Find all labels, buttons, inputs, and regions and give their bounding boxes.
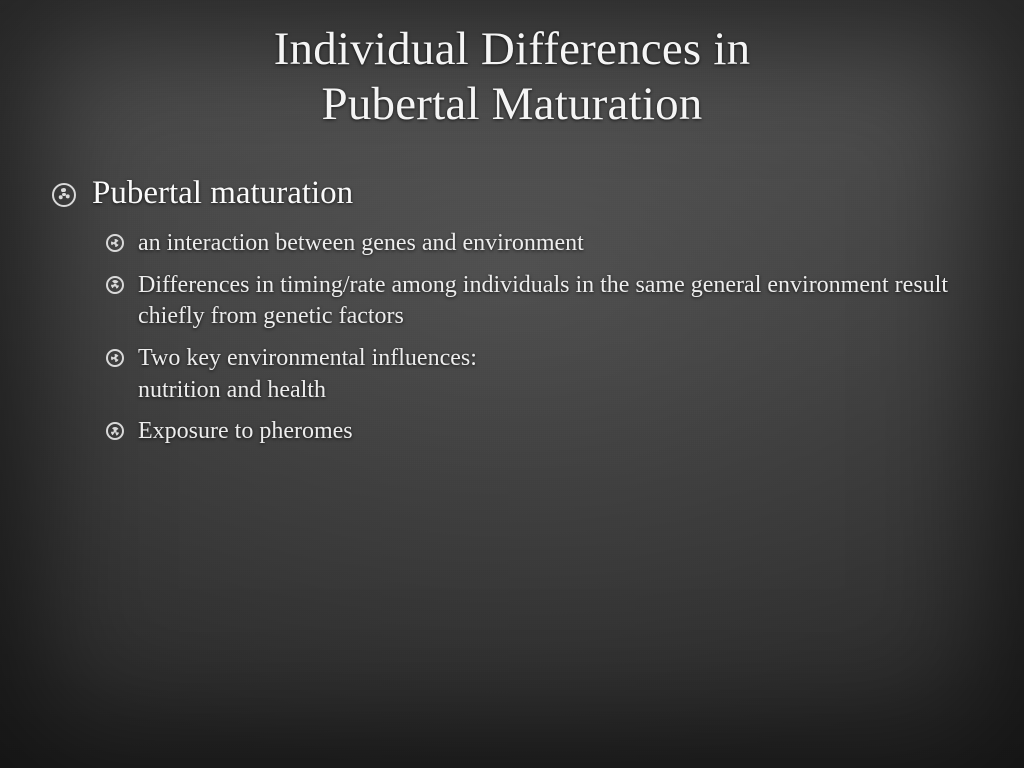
bullet-level2-text: an interaction between genes and environ… (138, 228, 964, 260)
sub-bullet-list: an interaction between genes and environ… (52, 228, 964, 448)
bullet-level2-text: Exposure to pheromes (138, 416, 964, 448)
bullet-level2: Two key environmental influences:nutriti… (106, 343, 964, 406)
bullet-level2: Differences in timing/rate among individ… (106, 270, 964, 333)
bullet-level1: Pubertal maturation (52, 175, 964, 212)
bullet-level2: an interaction between genes and environ… (106, 228, 964, 260)
slide-body: Pubertal maturation an interaction betwe… (52, 175, 964, 458)
film-reel-icon (106, 276, 124, 294)
bullet-level2-text: Differences in timing/rate among individ… (138, 270, 964, 333)
film-reel-icon (106, 234, 124, 252)
bullet-level2-text: Two key environmental influences:nutriti… (138, 343, 964, 406)
presentation-slide: Individual Differences in Pubertal Matur… (0, 0, 1024, 768)
slide-title: Individual Differences in Pubertal Matur… (0, 22, 1024, 133)
title-line-2: Pubertal Maturation (321, 78, 702, 130)
film-reel-icon (52, 183, 76, 207)
film-reel-icon (106, 349, 124, 367)
bullet-level1-text: Pubertal maturation (92, 175, 353, 212)
film-reel-icon (106, 422, 124, 440)
bullet-level2: Exposure to pheromes (106, 416, 964, 448)
title-line-1: Individual Differences in (274, 23, 751, 75)
